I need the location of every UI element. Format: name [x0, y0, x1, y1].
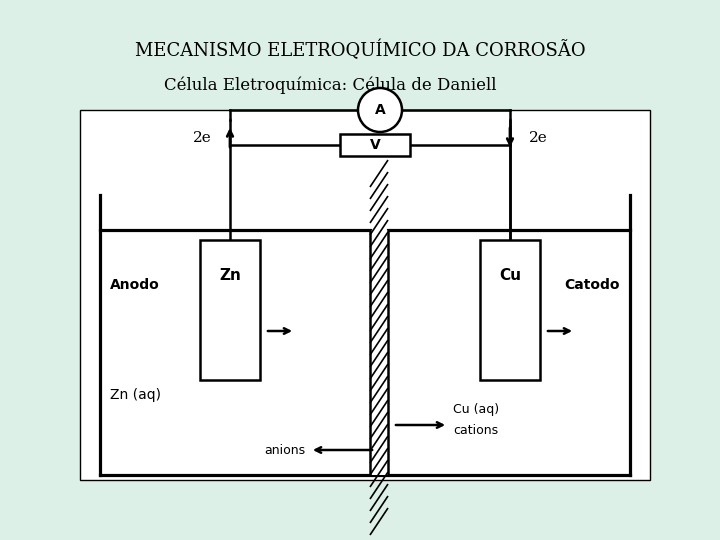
Bar	[80, 110, 650, 480]
Text: A: A	[374, 103, 385, 117]
Bar	[370, 230, 388, 475]
Text: anions: anions	[264, 443, 305, 456]
Text: V: V	[369, 138, 380, 152]
Text: Cu: Cu	[499, 267, 521, 282]
Bar	[200, 240, 260, 380]
Circle shape	[358, 88, 402, 132]
Bar	[340, 134, 410, 156]
Text: Catodo: Catodo	[564, 278, 620, 292]
Text: Zn: Zn	[219, 267, 241, 282]
Bar	[480, 240, 540, 380]
Text: Cu (aq): Cu (aq)	[453, 403, 499, 416]
Text: MECANISMO ELETROQUÍMICO DA CORROSÃO: MECANISMO ELETROQUÍMICO DA CORROSÃO	[135, 40, 585, 60]
Text: Célula Eletroquímica: Célula de Daniell: Célula Eletroquímica: Célula de Daniell	[163, 76, 496, 94]
Text: 2e: 2e	[528, 131, 547, 145]
Text: Zn (aq): Zn (aq)	[110, 388, 161, 402]
Text: Anodo: Anodo	[110, 278, 160, 292]
Text: cations: cations	[453, 423, 498, 436]
Text: 2e: 2e	[193, 131, 212, 145]
